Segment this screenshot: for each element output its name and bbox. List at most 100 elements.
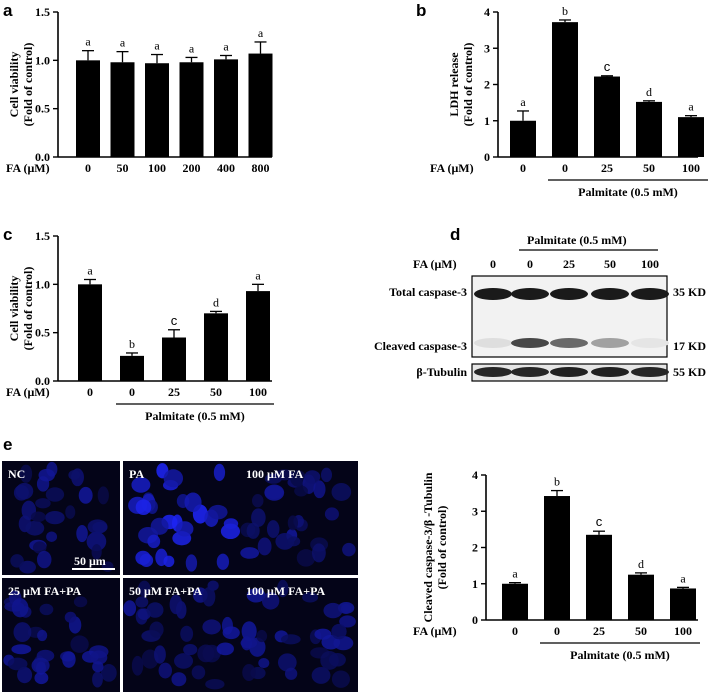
x-axis-label: FA (μM) xyxy=(6,161,50,175)
x-tick-label: 100 xyxy=(682,161,700,175)
bar xyxy=(544,496,570,620)
nucleus xyxy=(76,525,88,543)
x-axis-label: FA (μM) xyxy=(6,385,50,399)
nucleus xyxy=(123,600,137,617)
nucleus xyxy=(324,507,339,521)
nucleus xyxy=(91,544,102,560)
bar xyxy=(110,62,135,158)
nucleus xyxy=(241,621,257,642)
nucleus xyxy=(302,592,319,603)
significance-letter: b xyxy=(129,337,135,351)
group-label: Palmitate (0.5 mM) xyxy=(578,185,678,199)
nucleus xyxy=(149,621,164,638)
nucleus xyxy=(35,498,51,509)
nucleus xyxy=(277,653,297,672)
micrograph-grid: NC PA 100 μM FA 25 μM FA+PA 50 μM FA+PA 100 μ… xyxy=(2,461,358,692)
nucleus xyxy=(169,594,183,615)
nucleus xyxy=(135,596,149,608)
nucleus xyxy=(185,554,198,572)
nucleus xyxy=(213,463,226,482)
nucleus xyxy=(266,520,280,538)
blot-band xyxy=(591,338,629,348)
x-tick-label: 0 xyxy=(85,161,91,175)
blot-band xyxy=(550,367,588,377)
nucleus xyxy=(11,644,32,655)
y-tick-label: 1.0 xyxy=(35,53,50,67)
nucleus xyxy=(32,541,47,554)
nucleus xyxy=(274,469,295,481)
blot-band xyxy=(631,367,669,377)
bar xyxy=(670,588,696,620)
nucleus xyxy=(261,592,280,610)
micrograph-label: 100 μM FA+PA xyxy=(246,584,326,598)
micrograph-label: 25 μM FA+PA xyxy=(8,584,82,598)
significance-letter: a xyxy=(85,35,91,49)
nucleus xyxy=(70,635,89,653)
significance-letter: c xyxy=(596,514,603,529)
significance-letter: a xyxy=(680,571,686,585)
nucleus xyxy=(171,672,187,687)
nucleus xyxy=(34,671,49,685)
x-tick-label: 50 xyxy=(117,161,129,175)
significance-letter: a xyxy=(189,41,195,55)
panel-letter-a: a xyxy=(3,1,13,20)
significance-letter: a xyxy=(512,567,518,581)
nucleus xyxy=(311,543,326,563)
nucleus xyxy=(73,596,88,608)
nucleus xyxy=(163,555,175,568)
nucleus xyxy=(150,517,169,535)
nucleus xyxy=(15,482,34,500)
blot-band xyxy=(591,367,629,377)
nucleus xyxy=(13,622,32,643)
blot-band xyxy=(511,288,549,300)
nucleus xyxy=(339,615,356,628)
nucleus xyxy=(97,486,109,505)
blot-band xyxy=(550,288,588,300)
scale-bar-label: 50 μm xyxy=(74,554,106,568)
nucleus xyxy=(19,560,36,574)
nucleus xyxy=(174,653,194,669)
bar xyxy=(594,76,620,157)
nucleus xyxy=(180,625,194,642)
x-tick-label: 0 xyxy=(129,385,135,399)
western-blot: Palmitate (0.5 mM) FA (μM) 0 0 25 50 100 Tot… xyxy=(374,233,706,382)
blot-band xyxy=(631,338,669,348)
nucleus xyxy=(62,651,76,668)
blot-band xyxy=(474,338,512,348)
nucleus xyxy=(284,667,298,680)
nucleus xyxy=(304,470,321,484)
blot-row-label: β-Tubulin xyxy=(416,365,467,379)
nucleus xyxy=(191,665,206,680)
chart-cleaved-caspase-ratio: 0 1 2 3 4 Cleaved caspase-3/β -Tubulin (Fold o… xyxy=(413,468,700,662)
nucleus xyxy=(256,629,268,643)
nucleus xyxy=(36,550,52,569)
nucleus xyxy=(246,588,266,603)
x-tick-label: 0 xyxy=(562,161,568,175)
nucleus xyxy=(331,482,352,501)
blot-fa-label: FA (μM) xyxy=(413,257,457,271)
significance-letter: b xyxy=(562,4,568,18)
nucleus xyxy=(296,549,316,567)
y-tick-label: 1.0 xyxy=(35,277,50,291)
nucleus xyxy=(163,469,184,488)
chart-ldh-release: 0 1 2 3 4 LDH release (Fold of control) FA (μM)… xyxy=(430,4,708,199)
nucleus xyxy=(86,531,107,552)
y-axis-label: (Fold of control) xyxy=(21,267,35,351)
y-tick-label: 1.5 xyxy=(35,5,50,19)
micrograph: 100 μM FA xyxy=(240,461,358,575)
nucleus xyxy=(280,634,301,645)
y-tick-label: 1 xyxy=(484,114,490,128)
y-tick-label: 0 xyxy=(484,150,490,164)
group-label: Palmitate (0.5 mM) xyxy=(145,409,245,423)
nucleus xyxy=(25,520,45,536)
blot-lane-label: 0 xyxy=(490,257,496,271)
micrograph: 50 μM FA+PA xyxy=(123,578,241,692)
bar xyxy=(586,534,612,620)
bar xyxy=(552,22,578,158)
bar xyxy=(678,117,704,157)
y-tick-label: 4 xyxy=(484,5,490,19)
nucleus xyxy=(290,470,307,487)
nucleus xyxy=(45,510,65,525)
nucleus xyxy=(176,521,194,537)
